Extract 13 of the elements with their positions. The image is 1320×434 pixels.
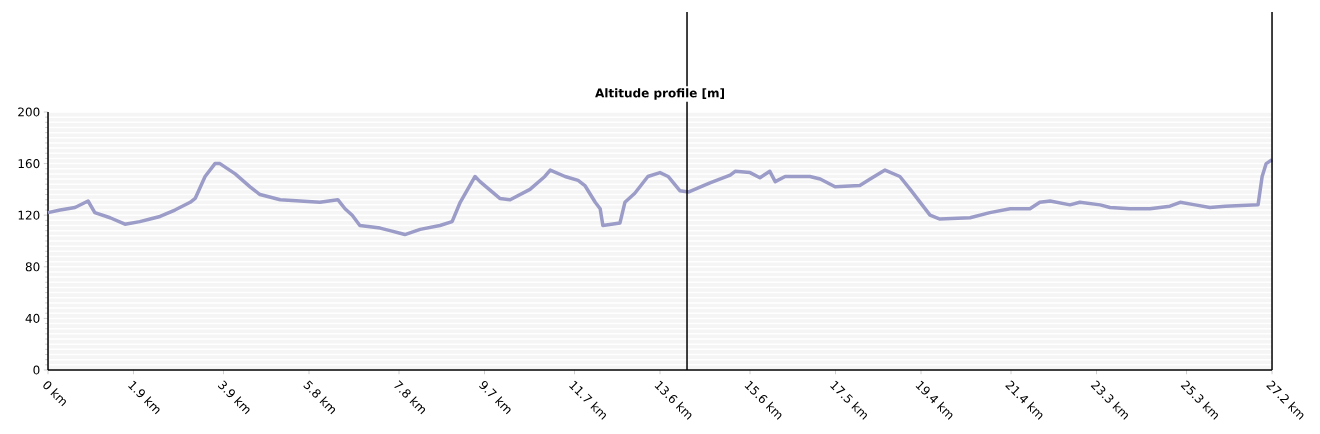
chart-title: Altitude profile [m] — [595, 88, 724, 100]
x-tick-label: 1.9 km — [128, 380, 160, 415]
y-tick-label: 160 — [18, 159, 40, 169]
y-tick-label: 0 — [33, 365, 40, 375]
x-tick-label: 0 km — [43, 381, 66, 407]
x-tick-label: 7.8 km — [394, 380, 426, 415]
x-tick-label: 3.9 km — [217, 380, 250, 415]
x-tick-label: 9.7 km — [479, 381, 511, 415]
x-tick-label: 5.8 km — [303, 380, 336, 415]
y-tick-label: 200 — [18, 107, 40, 117]
y-tick-label: 120 — [18, 210, 40, 220]
y-tick-label: 80 — [25, 262, 40, 272]
y-tick-label: 40 — [25, 313, 40, 323]
